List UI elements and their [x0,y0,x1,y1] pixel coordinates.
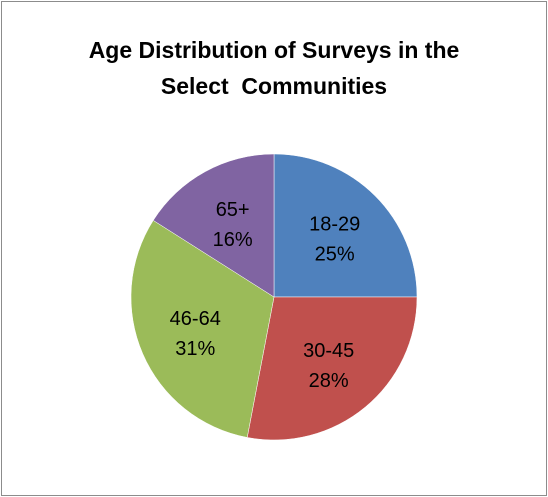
chart-title-line-1: Age Distribution of Surveys in the [88,37,460,63]
pie-slice-30-45 [246,296,418,441]
slice-category-label: 30-45 [303,340,354,362]
slice-percent-label: 28% [309,370,349,392]
pie-slice-18-29 [273,153,418,298]
slice-percent-label: 31% [175,338,215,360]
slice-category-label: 65+ [216,199,250,221]
slice-percent-label: 16% [213,229,253,251]
pie-slice-46-64 [130,220,275,438]
chart-title: Age Distribution of Surveys in the Selec… [2,32,546,104]
pie-slice-65 [152,153,275,298]
chart-title-line-2: Select Communities [160,73,388,99]
slice-category-label: 18-29 [309,213,360,235]
slice-category-label: 46-64 [170,308,221,330]
slice-percent-label: 25% [315,243,355,265]
